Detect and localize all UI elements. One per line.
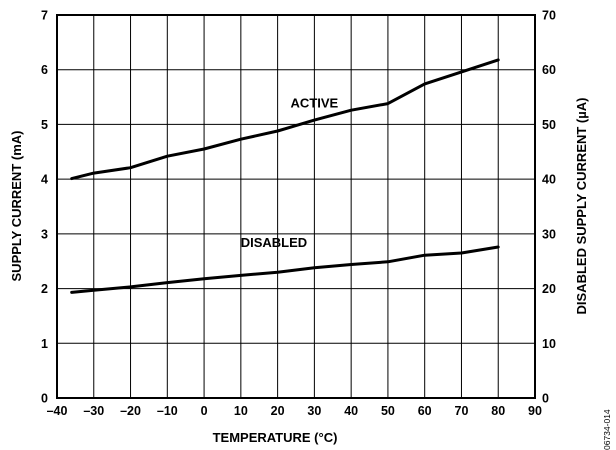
y2-tick-label: 10	[542, 337, 556, 351]
x-tick-label: 30	[307, 404, 321, 418]
x-tick-label: –40	[47, 404, 68, 418]
y-tick-label: 0	[41, 392, 48, 406]
y-tick-label: 3	[41, 227, 48, 241]
annotation-disabled: DISABLED	[241, 235, 307, 250]
y2-tick-label: 0	[542, 392, 549, 406]
y2-tick-labels: 0 10 20 30 40 50 60 70	[542, 9, 556, 406]
annotations: ACTIVE DISABLED	[241, 96, 339, 251]
x-tick-label: 50	[381, 404, 395, 418]
y2-axis-title: DISABLED SUPPLY CURRENT (µA)	[574, 98, 589, 315]
x-axis-title: TEMPERATURE (°C)	[213, 430, 338, 445]
y2-tick-label: 30	[542, 227, 556, 241]
y2-tick-label: 40	[542, 173, 556, 187]
y-tick-label: 5	[41, 118, 48, 132]
annotation-active: ACTIVE	[291, 96, 339, 111]
y-tick-label: 2	[41, 282, 48, 296]
x-tick-label: 90	[528, 404, 542, 418]
series-line-disabled	[70, 245, 500, 294]
x-tick-label: 10	[234, 404, 248, 418]
y-tick-labels: 0 1 2 3 4 5 6 7	[41, 9, 48, 406]
x-tick-label: 80	[491, 404, 505, 418]
y2-tick-label: 20	[542, 282, 556, 296]
x-tick-label: –20	[120, 404, 141, 418]
y2-tick-label: 60	[542, 63, 556, 77]
y2-tick-label: 50	[542, 118, 556, 132]
x-tick-label: 60	[418, 404, 432, 418]
x-tick-label: 70	[455, 404, 469, 418]
figure-id: 06734-014	[602, 409, 612, 450]
y-axis-title: SUPPLY CURRENT (mA)	[9, 131, 24, 282]
x-tick-labels: –40 –30 –20 –10 0 10 20 30 40 50 60 70 80 90	[47, 404, 542, 418]
x-tick-label: 40	[344, 404, 358, 418]
x-tick-label: 0	[201, 404, 208, 418]
series-lines	[70, 58, 500, 294]
y-tick-label: 4	[41, 173, 48, 187]
x-tick-label: –10	[157, 404, 178, 418]
y-tick-label: 6	[41, 63, 48, 77]
y-tick-label: 7	[41, 9, 48, 23]
x-tick-label: 20	[271, 404, 285, 418]
series-line-active	[70, 58, 500, 181]
plot-frame	[56, 14, 536, 399]
y2-tick-label: 70	[542, 9, 556, 23]
y-tick-label: 1	[41, 337, 48, 351]
x-tick-label: –30	[83, 404, 104, 418]
